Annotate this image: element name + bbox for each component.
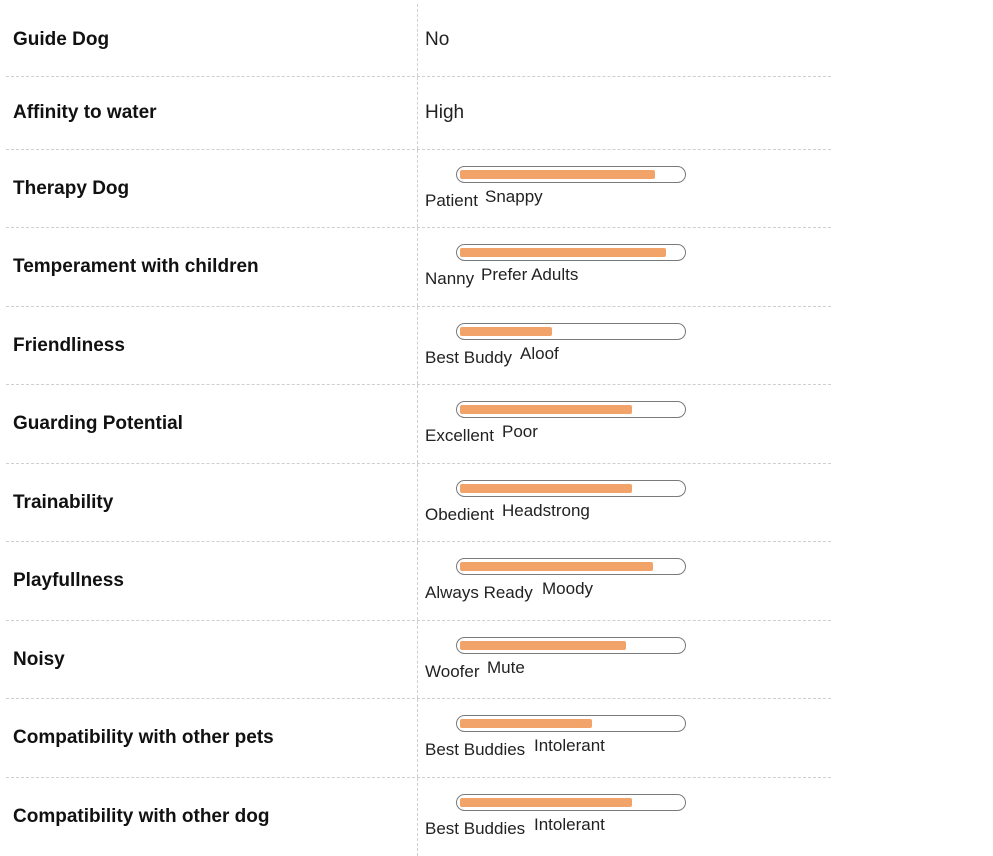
rating-bar (456, 323, 686, 340)
rating-bar (456, 637, 686, 654)
trait-rating: Nanny Prefer Adults (418, 228, 831, 306)
trait-row-noisy: Noisy Woofer Mute (6, 621, 831, 699)
trait-label: Guide Dog (6, 4, 418, 76)
trait-row-friendliness: Friendliness Best Buddy Aloof (6, 307, 831, 385)
trait-row-therapy-dog: Therapy Dog Patient Snappy (6, 150, 831, 228)
rating-high-label: Snappy (485, 187, 543, 206)
rating-bar-fill (460, 484, 632, 493)
rating-bar (456, 244, 686, 261)
rating-high-label: Moody (542, 579, 594, 598)
rating-low-label: Woofer (425, 662, 480, 681)
rating-bar (456, 715, 686, 732)
trait-label: Noisy (6, 621, 418, 698)
rating-bar (456, 480, 686, 497)
trait-label: Guarding Potential (6, 385, 418, 463)
trait-rating: Woofer Mute (418, 621, 831, 698)
rating-low-label: Nanny (425, 269, 475, 288)
trait-row-guide-dog: Guide Dog No (6, 4, 831, 77)
trait-row-playfullness: Playfullness Always Ready Moody (6, 542, 831, 621)
rating-high-label: Mute (487, 658, 525, 677)
trait-rating: Obedient Headstrong (418, 464, 831, 541)
rating-bar-fill (460, 170, 655, 179)
trait-row-affinity-to-water: Affinity to water High (6, 77, 831, 150)
rating-high-label: Poor (502, 422, 538, 441)
trait-rating: Excellent Poor (418, 385, 831, 463)
trait-row-compatibility-with-other-dog: Compatibility with other dog Best Buddie… (6, 778, 831, 856)
trait-row-trainability: Trainability Obedient Headstrong (6, 464, 831, 542)
trait-value: No (425, 29, 450, 50)
rating-high-label: Aloof (520, 344, 559, 363)
trait-label: Affinity to water (6, 77, 418, 149)
trait-label: Friendliness (6, 307, 418, 384)
rating-high-label: Intolerant (534, 815, 605, 834)
rating-low-label: Best Buddies (425, 740, 526, 759)
rating-low-label: Best Buddy (425, 348, 512, 367)
trait-label: Temperament with children (6, 228, 418, 306)
rating-bar-fill (460, 327, 552, 336)
trait-rating: Best Buddies Intolerant (418, 778, 831, 856)
trait-label: Compatibility with other dog (6, 778, 418, 856)
rating-bar-fill (460, 405, 632, 414)
rating-bar-fill (460, 641, 626, 650)
trait-rating: Always Ready Moody (418, 542, 831, 620)
trait-row-compatibility-with-other-pets: Compatibility with other pets Best Buddi… (6, 699, 831, 778)
trait-rating: Best Buddies Intolerant (418, 699, 831, 777)
trait-row-guarding-potential: Guarding Potential Excellent Poor (6, 385, 831, 464)
rating-high-label: Headstrong (502, 501, 590, 520)
dog-traits-table: Guide Dog No Affinity to water High Ther… (6, 4, 831, 856)
trait-rating: Patient Snappy (418, 150, 831, 227)
rating-bar-fill (460, 248, 666, 257)
rating-low-label: Always Ready (425, 583, 533, 602)
trait-label: Trainability (6, 464, 418, 541)
rating-high-label: Prefer Adults (481, 265, 579, 284)
rating-bar-fill (460, 719, 592, 728)
rating-bar (456, 401, 686, 418)
trait-value: High (425, 102, 465, 123)
trait-row-temperament-with-children: Temperament with children Nanny Prefer A… (6, 228, 831, 307)
rating-bar (456, 558, 686, 575)
rating-high-label: Intolerant (534, 736, 605, 755)
rating-bar (456, 794, 686, 811)
rating-low-label: Best Buddies (425, 819, 526, 838)
rating-low-label: Excellent (425, 426, 494, 445)
trait-label: Compatibility with other pets (6, 699, 418, 777)
rating-bar (456, 166, 686, 183)
trait-label: Therapy Dog (6, 150, 418, 227)
rating-low-label: Obedient (425, 505, 494, 524)
trait-rating: Best Buddy Aloof (418, 307, 831, 384)
rating-low-label: Patient (425, 191, 478, 210)
rating-bar-fill (460, 562, 653, 571)
trait-label: Playfullness (6, 542, 418, 620)
rating-bar-fill (460, 798, 632, 807)
